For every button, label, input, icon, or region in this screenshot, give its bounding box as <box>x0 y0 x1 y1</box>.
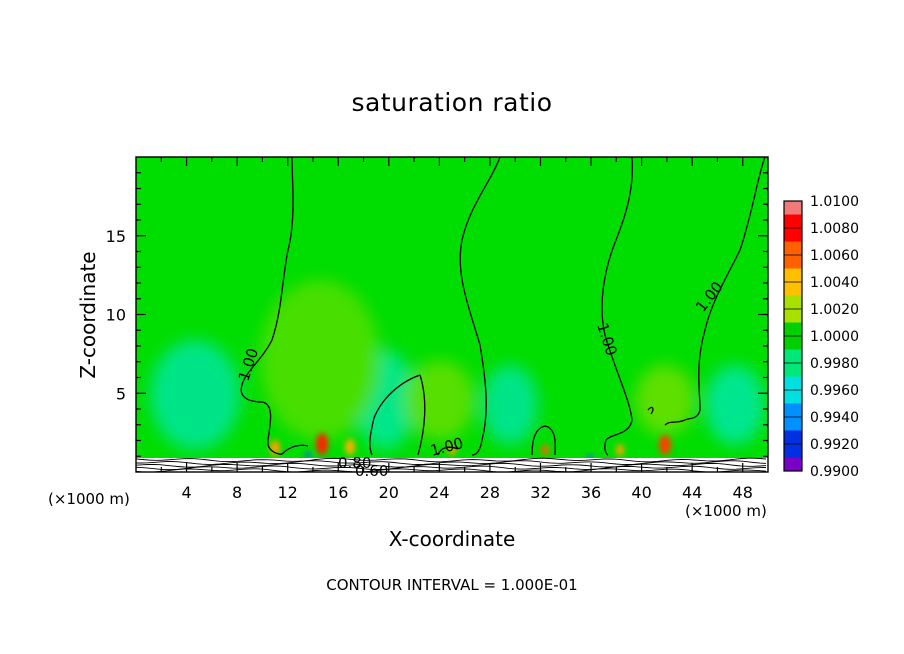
surface-contour <box>136 468 767 472</box>
x-tick-label: 32 <box>530 483 550 502</box>
colorbar-label: 0.9980 <box>810 356 859 372</box>
colorbar-swatch <box>784 457 802 471</box>
y-tick-label: 15 <box>106 227 126 246</box>
colorbar-swatch <box>784 403 802 417</box>
colorbar: 1.0100 1.0080 1.0060 1.0040 1.0020 1.0000 0.99… <box>783 194 859 480</box>
x-tick-label: 4 <box>181 483 191 502</box>
colorbar-swatch <box>784 295 802 309</box>
x-tick-label: 12 <box>278 483 298 502</box>
axis-ticks <box>136 157 768 472</box>
contour-line-2 <box>459 157 501 456</box>
contour-line-1 <box>240 157 309 455</box>
colorbar-swatch <box>784 336 802 350</box>
y-tick-label: 10 <box>106 306 126 325</box>
colorbar-swatch <box>784 241 802 255</box>
x-tick-label: 44 <box>682 483 702 502</box>
colorbar-swatch <box>784 309 802 323</box>
contour-label: 0.60 <box>355 462 388 480</box>
contour-line-5 <box>601 157 634 456</box>
y-tick-label: 5 <box>116 384 126 403</box>
contour-line-7 <box>531 425 556 456</box>
x-tick-label: 40 <box>631 483 651 502</box>
colorbar-swatch <box>784 430 802 444</box>
x-tick-label: 20 <box>379 483 399 502</box>
surface-contour <box>136 462 767 468</box>
colorbar-label: 1.0020 <box>810 302 859 318</box>
x-tick-label: 8 <box>232 483 242 502</box>
colorbar-label: 1.0060 <box>810 248 859 264</box>
x-tick-label: 28 <box>480 483 500 502</box>
colorbar-swatch <box>784 444 802 458</box>
x-tick-label: 48 <box>733 483 753 502</box>
contour-line-3 <box>369 374 421 456</box>
heatmap-field <box>136 157 768 472</box>
x-tick-label: 16 <box>328 483 348 502</box>
surface-contour <box>136 460 767 465</box>
x-unit-label-right: (×1000 m) <box>685 502 767 520</box>
contour-line-9 <box>647 406 654 415</box>
colorbar-swatch <box>784 417 802 431</box>
contour-line-6 <box>664 157 766 426</box>
colorbar-swatch <box>784 255 802 269</box>
colorbar-swatch <box>784 201 802 215</box>
x-tick-label: 36 <box>581 483 601 502</box>
surface-contour <box>136 457 767 463</box>
colorbar-swatch <box>784 390 802 404</box>
contour-lines <box>240 157 766 456</box>
colorbar-swatch <box>784 228 802 242</box>
colorbar-label: 1.0000 <box>810 329 859 345</box>
colorbar-swatch <box>784 376 802 390</box>
colorbar-swatch <box>784 214 802 228</box>
colorbar-swatch <box>784 282 802 296</box>
colorbar-label: 0.9900 <box>810 464 859 480</box>
colorbar-swatch <box>784 349 802 363</box>
contour-line-4 <box>417 374 426 456</box>
x-tick-label: 24 <box>429 483 449 502</box>
x-unit-label-left: (×1000 m) <box>48 490 130 508</box>
contour-line-8 <box>437 446 459 456</box>
chart-title: saturation ratio <box>351 88 553 117</box>
colorbar-swatch <box>784 363 802 377</box>
colorbar-label: 1.0100 <box>810 194 859 210</box>
colorbar-swatch <box>784 322 802 336</box>
surface-contour <box>136 465 767 471</box>
x-axis-label: X-coordinate <box>388 527 516 551</box>
colorbar-label: 0.9920 <box>810 437 859 453</box>
colorbar-swatch <box>784 268 802 282</box>
colorbar-label: 1.0040 <box>810 275 859 291</box>
colorbar-label: 0.9940 <box>810 410 859 426</box>
contour-interval-note: CONTOUR INTERVAL = 1.000E-01 <box>326 576 578 594</box>
colorbar-label: 1.0080 <box>810 221 859 237</box>
colorbar-label: 0.9960 <box>810 383 859 399</box>
